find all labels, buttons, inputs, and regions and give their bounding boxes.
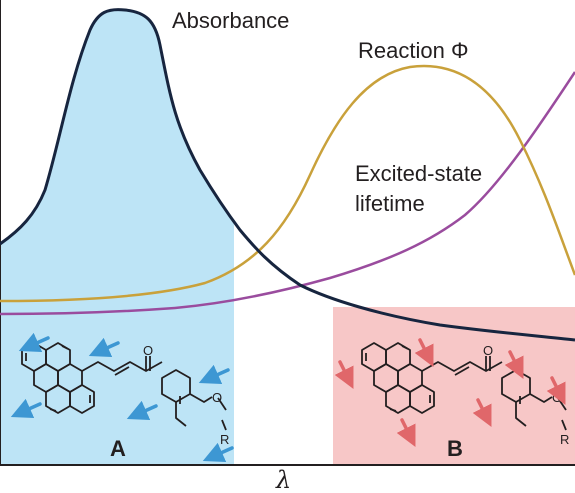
region-b-label: B — [447, 436, 463, 461]
arrow-a-5 — [198, 364, 230, 385]
arrow-b-4 — [472, 398, 492, 427]
region-a-label: A — [110, 436, 126, 461]
molecule-a-ether-o: O — [212, 390, 222, 405]
molecule-b-carbonyl-o: O — [483, 343, 493, 358]
region-b-background — [333, 307, 575, 465]
molecule-b-arrows — [334, 338, 566, 447]
lifetime-curve — [0, 71, 575, 316]
molecule-b-substituent-r: R — [560, 432, 569, 447]
absorbance-curve — [0, 8, 575, 342]
arrow-a-2 — [88, 337, 120, 358]
x-axis-label: λ — [275, 466, 291, 493]
arrow-b-3 — [396, 418, 416, 447]
reaction-label: Reaction Φ — [358, 38, 469, 63]
molecule-a-substituent-r: R — [220, 432, 229, 447]
arrow-a-3 — [10, 398, 42, 419]
molecule-a — [21, 342, 227, 431]
lifetime-label-line1: Excited-state — [355, 161, 482, 186]
arrow-a-4 — [126, 400, 158, 421]
arrow-a-1 — [18, 332, 50, 353]
lifetime-label-line2: lifetime — [355, 191, 425, 216]
absorbance-label: Absorbance — [172, 8, 289, 33]
molecule-a-carbonyl-o: O — [143, 343, 153, 358]
molecule-b — [361, 342, 567, 431]
region-a-background — [0, 9, 234, 465]
arrow-b-5 — [504, 350, 524, 379]
reaction-curve — [0, 64, 575, 303]
molecule-a-arrows — [10, 332, 234, 463]
arrow-b-2 — [414, 338, 434, 367]
arrow-b-1 — [334, 360, 354, 389]
arrow-a-6 — [202, 442, 234, 463]
arrow-b-6 — [546, 376, 566, 405]
